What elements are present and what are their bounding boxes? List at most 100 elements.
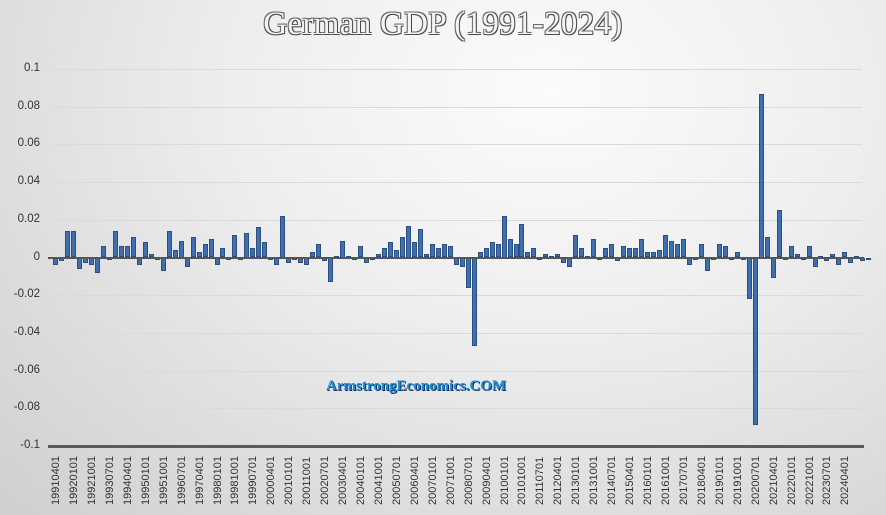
data-bar — [722, 246, 728, 258]
x-tick-label: 20170701 — [677, 456, 690, 505]
data-bar — [328, 257, 334, 282]
data-bar — [262, 242, 268, 258]
data-bar — [405, 225, 411, 258]
data-bar — [716, 244, 722, 258]
x-tick-label: 20070101 — [426, 456, 439, 505]
gridline — [52, 107, 862, 108]
data-bar — [633, 248, 639, 258]
x-tick-label: 20230701 — [821, 456, 834, 505]
data-bar — [202, 244, 208, 258]
data-bar — [429, 244, 435, 258]
data-bar — [764, 236, 770, 258]
data-bar — [358, 246, 363, 258]
x-tick-label: 20131001 — [588, 456, 601, 505]
x-tick-label: 20011001 — [301, 456, 314, 505]
data-bar — [208, 238, 214, 258]
x-tick-label: 20110701 — [534, 456, 547, 505]
data-bar — [752, 257, 758, 426]
x-tick-label: 20020701 — [319, 456, 332, 505]
data-bar — [489, 242, 495, 258]
gridline — [52, 144, 862, 145]
data-bar — [663, 234, 668, 258]
data-bar — [250, 248, 256, 258]
x-tick-label: 20180401 — [695, 456, 708, 505]
x-tick-label: 20160101 — [642, 456, 654, 505]
data-bar — [531, 248, 537, 258]
data-bar — [166, 231, 172, 258]
x-tick-label: 19920101 — [67, 456, 80, 505]
data-bar — [142, 242, 148, 258]
x-tick-label: 20100101 — [498, 456, 511, 505]
x-tick-label: 20040101 — [355, 456, 367, 505]
x-tick-label: 19980101 — [211, 456, 224, 505]
data-bar — [124, 246, 130, 258]
data-bar — [160, 257, 166, 271]
x-tick-label: 20200701 — [749, 456, 762, 505]
data-bar — [788, 246, 794, 258]
watermark: ArmstrongEconomics.COM — [326, 378, 507, 394]
data-bar — [621, 246, 627, 258]
data-bar — [758, 93, 764, 258]
data-bar — [579, 248, 585, 258]
x-tick-label: 19950101 — [139, 456, 152, 505]
chart-title: German GDP (1991-2024) — [263, 6, 623, 42]
data-bar — [76, 257, 82, 269]
data-bar — [668, 240, 674, 258]
data-bar — [507, 238, 513, 258]
data-bar — [244, 233, 250, 258]
data-bar — [130, 236, 136, 258]
data-bar — [627, 248, 633, 258]
x-tick-label: 19970401 — [193, 456, 206, 505]
x-tick-label: 20140701 — [606, 456, 619, 505]
x-tick-label: 20050701 — [390, 456, 403, 505]
data-bar — [340, 240, 345, 258]
x-tick-label: 20130101 — [570, 456, 583, 505]
x-tick-label: 20000401 — [265, 456, 278, 505]
data-bar — [513, 244, 519, 258]
data-bar — [381, 248, 387, 258]
data-bar — [698, 244, 704, 258]
gridline — [52, 333, 862, 334]
data-bar — [100, 246, 106, 258]
y-tick-label: 0.04 — [17, 175, 40, 187]
data-bar — [674, 244, 680, 258]
data-bar — [65, 231, 70, 258]
data-bar — [178, 240, 184, 258]
data-bar — [220, 248, 226, 258]
data-bar — [387, 242, 393, 258]
data-bar — [501, 216, 507, 258]
data-bar — [609, 244, 615, 258]
x-tick-label: 20010101 — [283, 456, 296, 505]
data-bar — [70, 231, 76, 258]
data-bar — [441, 244, 447, 258]
data-bar — [447, 246, 453, 258]
data-bar — [112, 231, 118, 258]
x-tick-label: 19951001 — [157, 456, 170, 505]
x-tick-label: 20071001 — [444, 456, 457, 505]
data-bar — [256, 227, 262, 258]
data-bar — [435, 248, 441, 258]
data-bar — [94, 257, 100, 273]
data-bar — [704, 257, 710, 271]
gridline — [52, 371, 862, 372]
y-tick-label: -0.1 — [20, 439, 40, 451]
gridline — [52, 69, 862, 70]
data-bar — [639, 238, 644, 258]
data-bar — [680, 238, 686, 258]
x-tick-label: 19960701 — [175, 456, 188, 505]
data-bar — [591, 238, 597, 258]
y-tick-label: -0.02 — [13, 288, 40, 300]
y-tick-label: 0.1 — [24, 62, 40, 74]
x-tick-label: 19990701 — [247, 456, 260, 505]
x-tick-label: 19981001 — [229, 456, 242, 505]
x-tick-label: 20041001 — [372, 456, 385, 505]
data-bar — [495, 244, 501, 258]
data-bar — [190, 236, 196, 258]
x-tick-label: 19910401 — [50, 456, 62, 505]
x-tick-label: 20120401 — [552, 456, 565, 505]
x-tick-label: 20240401 — [839, 456, 852, 505]
x-tick-label: 19921001 — [85, 456, 98, 505]
y-tick-label: -0.08 — [13, 401, 40, 413]
x-tick-label: 20080701 — [462, 456, 475, 505]
x-axis-baseline — [48, 445, 864, 448]
